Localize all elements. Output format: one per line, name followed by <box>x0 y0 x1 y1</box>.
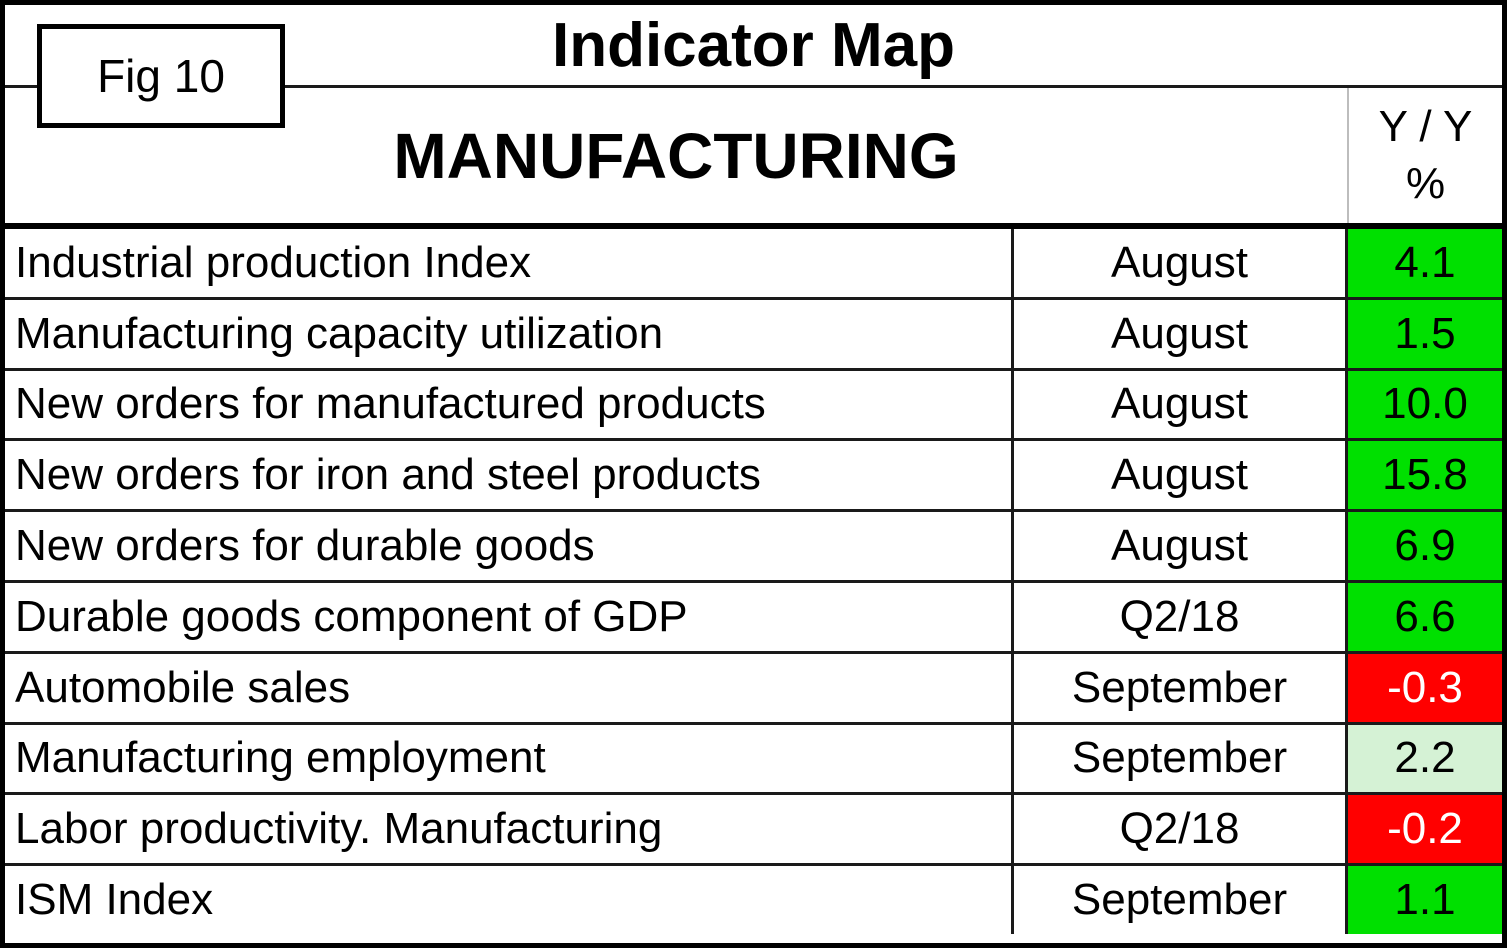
indicator-rows: Industrial production Index August 4.1 M… <box>5 223 1502 934</box>
title-row: Indicator Map <box>5 5 1502 88</box>
yoy-value-cell: 4.1 <box>1345 229 1502 297</box>
indicator-label: ISM Index <box>15 875 214 925</box>
period-cell: August <box>1011 229 1345 297</box>
yoy-value-cell: 6.9 <box>1345 512 1502 580</box>
yoy-column-header: Y / Y % <box>1347 88 1502 223</box>
indicator-label: Industrial production Index <box>15 237 532 287</box>
period-cell: September <box>1011 724 1345 793</box>
yoy-value-cell: 10.0 <box>1345 370 1502 439</box>
section-header-row: MANUFACTURING Y / Y % <box>5 88 1502 223</box>
figure-number-label: Fig 10 <box>97 50 225 102</box>
yoy-header-line1: Y / Y <box>1378 102 1473 152</box>
figure-number-box: Fig 10 <box>37 24 285 128</box>
table-row: ISM Index September 1.1 <box>5 863 1502 934</box>
section-cell: MANUFACTURING <box>5 88 1347 223</box>
table-row: Industrial production Index August 4.1 <box>5 229 1502 297</box>
indicator-label: New orders for manufactured products <box>15 379 766 429</box>
section-title: MANUFACTURING <box>393 119 959 192</box>
period-cell: August <box>1011 441 1345 510</box>
period-cell: September <box>1011 866 1345 934</box>
table-row: Manufacturing capacity utilization Augus… <box>5 296 1502 368</box>
period-cell: Q2/18 <box>1011 795 1345 864</box>
yoy-value-cell: 6.6 <box>1345 582 1502 651</box>
indicator-label: Durable goods component of GDP <box>15 591 688 641</box>
indicator-label: Manufacturing employment <box>15 733 546 783</box>
period-cell: August <box>1011 512 1345 580</box>
yoy-value-cell: -0.2 <box>1345 795 1502 864</box>
indicator-label: Manufacturing capacity utilization <box>15 308 664 358</box>
indicator-label: Automobile sales <box>15 662 351 712</box>
period-cell: Q2/18 <box>1011 582 1345 651</box>
table-row: Durable goods component of GDP Q2/18 6.6 <box>5 579 1502 651</box>
yoy-value-cell: 2.2 <box>1345 724 1502 793</box>
yoy-value-cell: 15.8 <box>1345 441 1502 510</box>
page-title: Indicator Map <box>551 10 956 80</box>
table-row: Manufacturing employment September 2.2 <box>5 721 1502 793</box>
yoy-header-line2: % <box>1405 158 1446 208</box>
table-row: New orders for iron and steel products A… <box>5 438 1502 510</box>
period-cell: August <box>1011 370 1345 439</box>
yoy-value-cell: 1.5 <box>1345 299 1502 368</box>
period-cell: September <box>1011 653 1345 722</box>
table-row: Automobile sales September -0.3 <box>5 650 1502 722</box>
table-row: New orders for manufactured products Aug… <box>5 367 1502 439</box>
indicator-label: New orders for durable goods <box>15 521 595 571</box>
indicator-label: New orders for iron and steel products <box>15 450 761 500</box>
yoy-value-cell: -0.3 <box>1345 653 1502 722</box>
table-row: Labor productivity. Manufacturing Q2/18 … <box>5 792 1502 864</box>
period-cell: August <box>1011 299 1345 368</box>
yoy-value-cell: 1.1 <box>1345 866 1502 934</box>
table-row: New orders for durable goods August 6.9 <box>5 509 1502 580</box>
indicator-label: Labor productivity. Manufacturing <box>15 804 663 854</box>
